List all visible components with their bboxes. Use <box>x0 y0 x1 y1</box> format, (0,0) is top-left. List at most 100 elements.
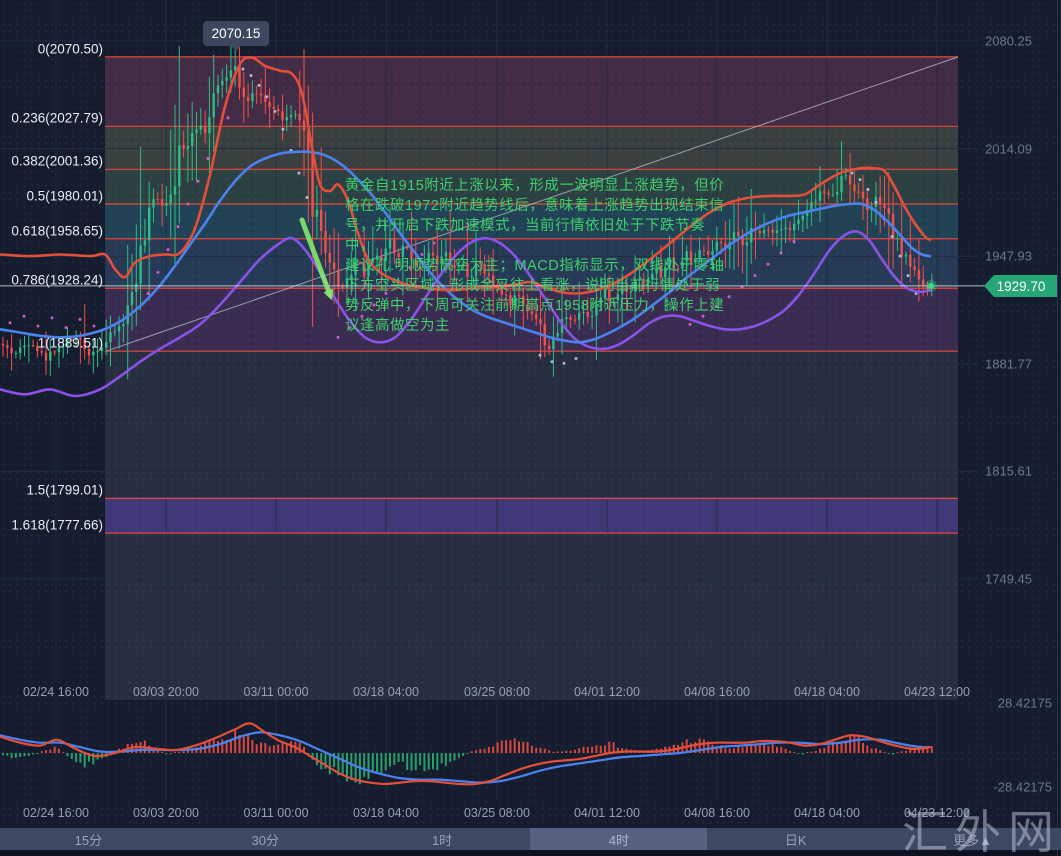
candle-body <box>646 278 650 284</box>
fib-band <box>105 498 958 534</box>
candle-body <box>225 77 228 81</box>
candle-body <box>509 295 512 306</box>
sar-dot <box>146 291 150 295</box>
trendline[interactable] <box>105 56 959 352</box>
candle-body <box>337 269 340 287</box>
tab-timeframe-6[interactable]: 更多▲ <box>953 832 992 848</box>
price-axis-label: 2014.09 <box>985 141 1032 157</box>
candle-body <box>74 338 78 340</box>
candle-body <box>758 230 761 234</box>
time-axis-label: 04/01 12:00 <box>573 685 641 699</box>
tab-timeframe-2[interactable]: 30分 <box>251 832 279 848</box>
candle-body <box>857 191 860 193</box>
time-axis-label: 04/08 16:00 <box>683 685 751 699</box>
annotation-line: 黄金自1915附近上涨以来，形成一波明显上涨趋势，但价 <box>345 178 725 194</box>
candle-body <box>517 295 521 297</box>
time-axis-label: 03/18 04:00 <box>352 685 420 699</box>
sar-dot <box>538 353 542 357</box>
sar-dot <box>305 196 309 200</box>
fib-level-label: 0.786(1928.24) <box>11 272 103 288</box>
candle-body <box>853 184 856 192</box>
candle-body <box>393 239 396 254</box>
candle-body <box>87 348 91 356</box>
time-axis-main[interactable]: 02/24 16:00 03/03 20:00 03/11 00:00 03/18 0… <box>0 684 1061 700</box>
candle-body <box>191 132 194 147</box>
annotation-line: 下方空头区域，形成金叉往上看涨，说明当前行情处于弱 <box>345 278 720 294</box>
sar-dot <box>906 274 910 278</box>
candle-body <box>255 93 258 95</box>
candle-body <box>294 113 297 115</box>
candle-body <box>573 319 577 321</box>
candle-body <box>453 264 456 268</box>
bottom-strip <box>0 850 1061 856</box>
price-axis-label: 1881.77 <box>985 356 1032 372</box>
candle-body <box>152 199 155 208</box>
candle-body <box>135 283 138 292</box>
candle-body <box>277 109 280 112</box>
candle-body <box>608 289 611 301</box>
sar-dot <box>890 235 894 239</box>
candle-body <box>285 117 288 121</box>
candle-body <box>655 266 658 274</box>
sar-dot <box>550 360 554 364</box>
candle-body <box>827 192 830 195</box>
sar-dot <box>348 326 352 330</box>
candle-body <box>672 257 675 269</box>
candle-body <box>27 345 30 347</box>
fib-level-label: 0.5(1980.01) <box>26 188 103 204</box>
candle-body <box>251 93 254 101</box>
fib-level-label: 0.236(2027.79) <box>11 110 103 126</box>
candle-body <box>341 286 344 288</box>
candle-body <box>92 351 95 356</box>
candle-body <box>40 351 43 353</box>
candle-body <box>289 114 293 118</box>
candle-body <box>612 300 615 302</box>
sar-dot <box>372 303 376 307</box>
time-axis-macd[interactable]: 02/24 16:00 03/03 20:00 03/11 00:00 03/18 0… <box>0 805 1061 821</box>
candle-body <box>681 260 684 269</box>
candle-body <box>384 248 387 261</box>
candle-body <box>616 294 620 301</box>
candle-body <box>750 228 753 243</box>
sar-dot <box>898 254 902 258</box>
sar-dot <box>408 265 412 269</box>
candle-body <box>474 263 478 277</box>
annotation-line: 号，并开启下跌加速模式，当前行情依旧处于下跌节奏中， <box>345 218 705 254</box>
candle-body <box>49 351 52 361</box>
sar-dot <box>360 314 364 318</box>
time-axis-label: 04/08 16:00 <box>683 806 751 820</box>
candle-body <box>148 207 151 241</box>
candle-body <box>238 66 241 88</box>
candlestick-chart[interactable] <box>0 0 1061 700</box>
candle-body <box>6 345 9 348</box>
sar-dot <box>226 116 230 120</box>
tab-timeframe-5[interactable]: 日K <box>784 832 807 848</box>
tab-timeframe-4[interactable]: 4时 <box>530 828 708 850</box>
ma-fast-red-line <box>0 56 932 295</box>
sar-dot <box>92 324 96 328</box>
fib-level-label: 1.618(1777.66) <box>11 517 103 533</box>
candle-body <box>466 263 469 277</box>
sar-dot <box>779 251 783 255</box>
time-axis-label: 03/03 20:00 <box>132 685 200 699</box>
candle-body <box>814 200 817 203</box>
price-axis-label: 1947.93 <box>985 248 1032 264</box>
candle-body <box>694 258 697 263</box>
candle-body <box>569 317 572 320</box>
candle-body <box>401 245 405 258</box>
candle-body <box>160 199 164 206</box>
tab-timeframe-1[interactable]: 15分 <box>74 832 103 848</box>
candle-body <box>216 85 220 94</box>
tab-timeframe-3[interactable]: 1时 <box>431 832 453 848</box>
candle-body <box>410 247 413 260</box>
candle-body <box>212 93 215 118</box>
candle-body <box>345 279 349 288</box>
candle-body <box>436 255 439 264</box>
candle-body <box>711 250 714 255</box>
candle-body <box>44 352 48 361</box>
macd-indicator-chart[interactable] <box>0 700 1061 856</box>
fib-level-label: 1(1889.51) <box>37 335 103 351</box>
fib-level-label: 0(2070.50) <box>37 41 103 57</box>
candle-body <box>719 241 723 243</box>
